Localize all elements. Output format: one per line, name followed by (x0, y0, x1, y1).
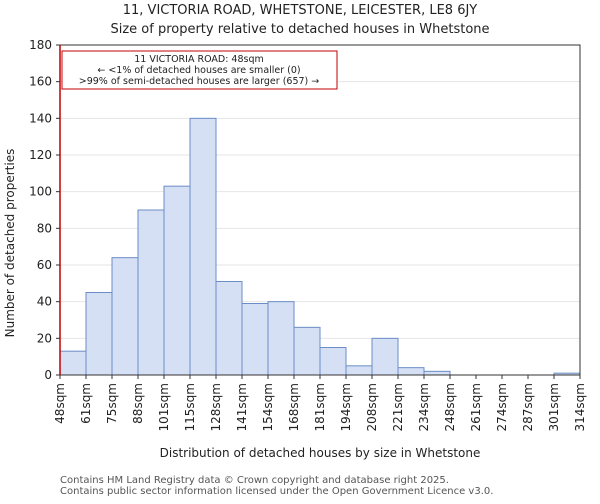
x-tick-label-5: 115sqm (183, 383, 197, 431)
bar-194sqm (345, 365, 373, 376)
y-tick-label-1: 20 (37, 331, 52, 345)
annotation-line-3: >99% of semi-detached houses are larger … (79, 76, 320, 87)
y-tick-label-8: 160 (29, 75, 52, 89)
x-tick-label-12: 208sqm (365, 383, 379, 431)
bar-128sqm (215, 281, 243, 376)
y-axis-label: Number of detached properties (3, 149, 17, 338)
x-tick-label-8: 154sqm (261, 383, 275, 431)
x-tick-label-1: 61sqm (79, 383, 93, 424)
bar-88sqm (137, 209, 165, 376)
x-axis-label: Distribution of detached houses by size … (160, 446, 481, 460)
bar-48sqm (59, 350, 87, 376)
x-tick-label-2: 75sqm (105, 383, 119, 424)
y-tick-label-5: 100 (29, 185, 52, 199)
bar-234sqm (423, 370, 451, 376)
x-tick-label-0: 48sqm (53, 383, 67, 424)
x-tick-label-9: 168sqm (287, 383, 301, 431)
bar-208sqm (371, 337, 399, 376)
x-tick-label-7: 141sqm (235, 383, 249, 431)
footer-line-2: Contains public sector information licen… (60, 486, 493, 497)
annotation-rect (61, 50, 338, 90)
footer-line-1: Contains HM Land Registry data © Crown c… (60, 475, 449, 486)
x-ticks: 48sqm 61sqm 75sqm 88sqm 101sqm 115sqm 128sqm 14… (53, 375, 587, 431)
bar-181sqm (319, 347, 347, 376)
chart-subtitle: Size of property relative to detached ho… (110, 22, 489, 37)
x-tick-label-6: 128sqm (209, 383, 223, 431)
x-tick-label-15: 248sqm (443, 383, 457, 431)
bar-154sqm (267, 301, 295, 376)
x-tick-label-13: 221sqm (391, 383, 405, 431)
bar-115sqm (189, 117, 217, 376)
annotation-box: 11 VICTORIA ROAD: 48sqm ← <1% of detache… (61, 50, 338, 90)
y-tick-label-6: 120 (29, 148, 52, 162)
x-tick-label-20: 314sqm (573, 383, 587, 431)
y-tick-label-0: 0 (44, 368, 52, 382)
bar-75sqm (111, 257, 139, 376)
bars (59, 117, 581, 376)
y-tick-label-9: 180 (29, 38, 52, 52)
x-tick-label-18: 287sqm (521, 383, 535, 431)
x-tick-label-4: 101sqm (157, 383, 171, 431)
x-tick-label-14: 234sqm (417, 383, 431, 431)
bar-101sqm (163, 185, 191, 376)
y-tick-label-4: 80 (37, 221, 52, 235)
chart-title: 11, VICTORIA ROAD, WHETSTONE, LEICESTER,… (123, 3, 478, 18)
x-tick-label-3: 88sqm (131, 383, 145, 424)
x-tick-label-19: 301sqm (547, 383, 561, 431)
x-tick-label-17: 274sqm (495, 383, 509, 431)
x-tick-label-16: 261sqm (469, 383, 483, 431)
x-tick-label-10: 181sqm (313, 383, 327, 431)
x-tick-label-11: 194sqm (339, 383, 353, 431)
y-tick-label-2: 40 (37, 295, 52, 309)
y-tick-label-7: 140 (29, 111, 52, 125)
annotation-line-2: ← <1% of detached houses are smaller (0) (97, 65, 300, 76)
y-tick-label-3: 60 (37, 258, 52, 272)
bar-168sqm (293, 326, 321, 376)
y-ticks: 0 20 40 60 80 100 120 140 160 180 (29, 38, 60, 382)
bar-61sqm (85, 292, 113, 376)
bar-141sqm (241, 303, 269, 376)
bar-221sqm (397, 367, 425, 376)
annotation-line-1: 11 VICTORIA ROAD: 48sqm (134, 54, 264, 65)
